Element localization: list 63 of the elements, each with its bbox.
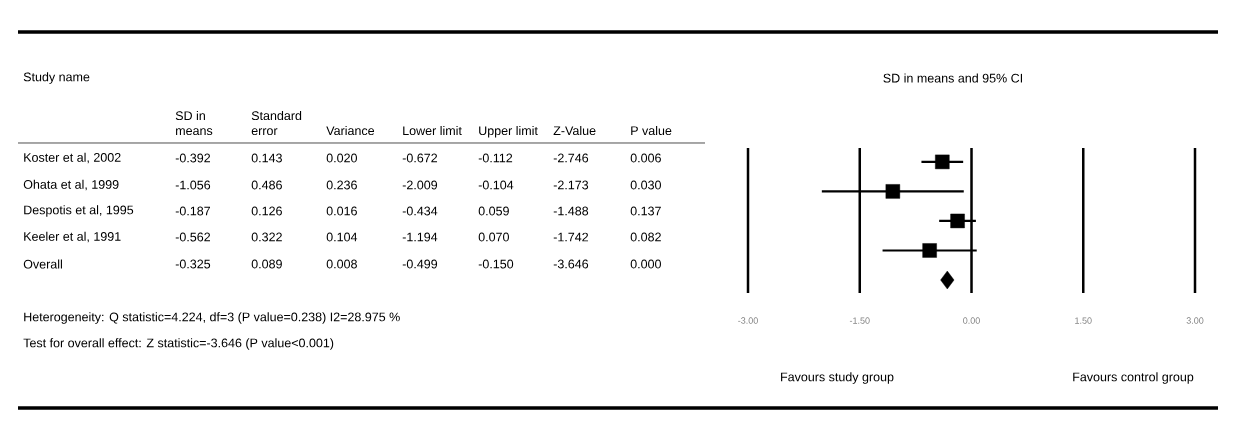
text: -0.112 [478, 153, 513, 163]
text: Study name [23, 72, 90, 84]
point [885, 184, 901, 199]
point [922, 243, 937, 258]
text: -0.562 [175, 232, 211, 242]
text: 0.016 [326, 206, 357, 216]
text: 0.070 [478, 232, 509, 242]
x-tick-label: 1.50 [1075, 317, 1092, 324]
category-label: Keeler et al, 1991 [24, 231, 121, 243]
text: 0.082 [630, 232, 661, 242]
text: 0.137 [630, 206, 661, 216]
chart-title: SD in means and 95% CI [883, 73, 1022, 83]
category-label: Z-Value [553, 125, 596, 136]
text: -0.672 [402, 153, 438, 163]
x-tick-label: 3.00 [1186, 317, 1204, 324]
category-label: Upper limit [479, 125, 538, 138]
text: -2.009 [402, 180, 438, 190]
text: 0.486 [251, 180, 282, 190]
text: -1.742 [553, 232, 589, 242]
text: -2.746 [553, 153, 589, 163]
text: 0.000 [630, 259, 661, 269]
x-tick-label: -3.00 [738, 317, 758, 324]
text: -0.104 [478, 180, 514, 190]
text: 0.143 [251, 153, 282, 163]
text: Test for overall effect: Z statistic=-3.646 (P value<0.001) [23, 338, 334, 350]
category-label: Overall [23, 259, 62, 269]
category-label: SD in means [175, 110, 213, 136]
category-label: Lower limit [403, 125, 462, 136]
text: -1.056 [175, 180, 211, 190]
text: -0.434 [402, 206, 438, 216]
text: 0.020 [326, 153, 357, 163]
text: -0.187 [175, 206, 211, 216]
point [935, 154, 950, 170]
category-label: Variance [326, 125, 375, 136]
text: -2.173 [553, 180, 589, 190]
text: -0.499 [402, 259, 438, 269]
category-label: Despotis et al, 1995 [24, 205, 134, 217]
category-label: Standard error [251, 110, 302, 136]
text: -0.325 [175, 259, 211, 269]
text: -0.392 [175, 153, 211, 163]
point [940, 270, 955, 290]
text: Favours control group [1073, 372, 1194, 384]
text: 0.236 [326, 180, 357, 190]
text: -1.194 [402, 232, 438, 242]
text: 0.059 [478, 206, 509, 216]
text: 0.089 [251, 259, 282, 269]
text: -1.488 [553, 206, 589, 216]
text: -3.646 [553, 259, 589, 269]
text: 0.008 [326, 259, 357, 269]
text: 0.322 [251, 232, 282, 242]
text: 0.006 [630, 153, 661, 163]
text: 0.030 [630, 180, 661, 190]
text: -0.150 [478, 259, 514, 269]
category-label: Ohata et al, 1999 [23, 179, 119, 191]
text: 0.126 [251, 206, 282, 216]
point [950, 213, 965, 229]
category-label: P value [631, 125, 672, 136]
text: 0.104 [326, 232, 358, 242]
category-label: Koster et al, 2002 [24, 152, 121, 164]
x-tick-label: 0.00 [963, 317, 980, 324]
text: Favours study group [781, 372, 894, 384]
text: Heterogeneity: Q statistic=4.224, df=3 (P value=0.238) I2=28.975 % [24, 312, 400, 324]
x-tick-label: -1.50 [849, 317, 870, 324]
